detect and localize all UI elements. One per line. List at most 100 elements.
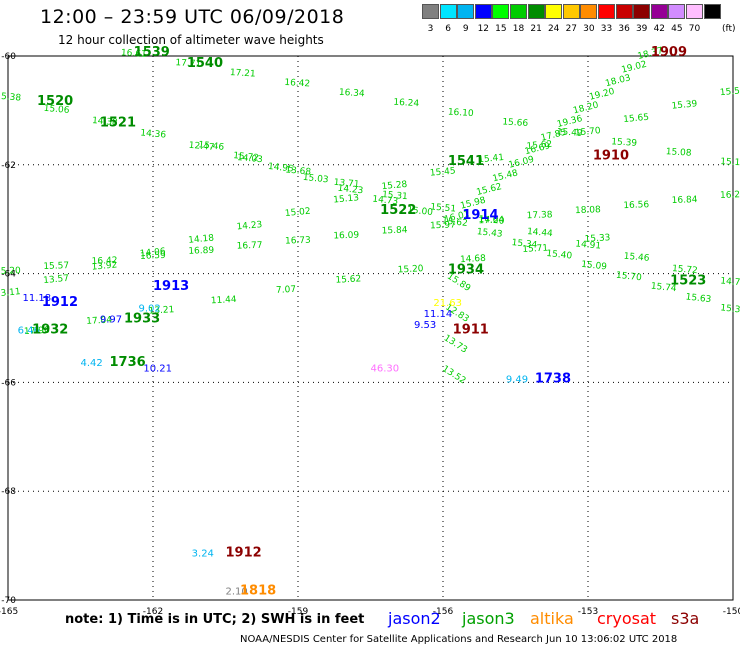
wave-height-value: 15.65 [623, 113, 650, 125]
wave-height-value: 12.47 [188, 141, 215, 153]
pass-time-label: 1912 [226, 545, 262, 560]
wave-height-value: 16.77 [237, 241, 263, 252]
wave-height-value: 14.18 [188, 233, 215, 245]
scale-swatch [562, 4, 580, 19]
footer-credit: NOAA/NESDIS Center for Satellite Applica… [240, 634, 678, 645]
wave-height-value: 15.70 [615, 271, 642, 284]
wave-height-value: 15.66 [502, 117, 529, 129]
scale-label: 9 [462, 24, 469, 34]
wave-height-value: 14.68 [460, 254, 487, 265]
wave-height-value: 15.62 [476, 182, 503, 198]
scale-swatch [580, 4, 598, 19]
wave-height-value: 15.34 [511, 238, 538, 251]
scale-label: 27 [565, 24, 578, 34]
wave-height-point: 4.42 [81, 358, 103, 369]
wave-height-value: 15.28 [381, 180, 408, 192]
wave-height-value: 15.03 [302, 173, 329, 186]
lat-tick-label: -60 [1, 52, 16, 62]
pass-time-label: 1914 [462, 208, 498, 223]
wave-height-value: 15.48 [492, 168, 520, 184]
wave-height-value: 15.39 [671, 99, 698, 111]
wave-height-value: 16.09 [333, 231, 359, 242]
legend-bar: note: 1) Time is in UTC; 2) SWH is in fe… [0, 609, 740, 631]
lat-tick-label: -70 [1, 596, 16, 606]
wave-height-value: 13.71 [333, 178, 360, 190]
map-subtitle: 12 hour collection of altimeter wave hei… [58, 33, 324, 47]
wave-height-value: 15.74 [650, 282, 677, 295]
pass-time-label: 1541 [448, 154, 484, 169]
lon-tick-label: -165 [0, 607, 18, 617]
wave-height-value: 15.58 [720, 86, 740, 98]
scale-swatch [457, 4, 475, 19]
wave-height-value: 15.39 [611, 137, 638, 149]
pass-time-label: 1520 [37, 94, 73, 109]
wave-height-point: 10.21 [143, 364, 172, 375]
wave-height-value: 15.15 [720, 157, 740, 169]
wave-height-value: 15.51 [430, 202, 457, 214]
lat-tick-label: -68 [1, 487, 16, 497]
scale-swatch [422, 4, 439, 19]
pass-time-label: 1736 [110, 355, 146, 370]
wave-height-value: 17.38 [527, 210, 553, 221]
wave-height-value: 15.00 [407, 205, 434, 218]
wave-height-value: 13.11 [0, 287, 21, 299]
wave-height-value: 14.44 [527, 227, 554, 239]
pass-time-label: 1933 [124, 312, 160, 327]
wave-height-value: 15.71 [522, 244, 548, 255]
wave-height-value: 13.52 [440, 364, 467, 386]
lat-tick-label: -66 [1, 378, 16, 388]
wave-height-value: 15.08 [665, 147, 692, 159]
wave-height-value: 14.38 [92, 116, 119, 128]
wave-height-value: 16.20 [720, 190, 740, 201]
scale-swatch [598, 4, 615, 19]
scale-swatch [492, 4, 510, 19]
wave-height-value: 17.21 [230, 68, 256, 80]
scale-swatch [527, 4, 545, 19]
wave-height-point: 11.18 [23, 293, 52, 304]
pass-time-label: 1738 [535, 371, 571, 386]
wave-height-value: 13.68 [285, 165, 312, 177]
wave-height-value: 16.73 [285, 236, 311, 247]
pass-time-label: 1913 [153, 279, 189, 294]
wave-height-point: 46.30 [371, 364, 400, 375]
wave-height-point: 21.63 [433, 298, 462, 309]
wave-height-value: 16.61 [121, 48, 147, 60]
scale-swatch [650, 4, 668, 19]
wave-height-value: 15.09 [581, 260, 608, 273]
scale-label: 15 [495, 24, 507, 34]
lat-tick-label: -62 [1, 161, 16, 171]
map-frame [7, 55, 734, 601]
wave-height-value: 15.46 [198, 140, 225, 153]
wave-height-value: 15.62 [526, 140, 553, 152]
wave-height-value: 15.62 [441, 216, 468, 229]
wave-height-value: 15.72 [672, 264, 699, 276]
wave-height-point: 9.53 [414, 320, 436, 331]
wave-height-value: 15.30 [720, 303, 740, 316]
wave-height-value: 15.63 [685, 292, 712, 305]
wave-height-value: 16.42 [284, 78, 310, 90]
lat-tick-label: -64 [1, 270, 16, 280]
pass-time-label: 1540 [187, 56, 223, 71]
wave-height-value: 15.38 [0, 91, 22, 103]
scale-label: 45 [671, 24, 683, 34]
scale-swatch [439, 4, 457, 19]
legend-s3a: s3a [671, 609, 700, 628]
wave-height-value: 19.02 [621, 60, 648, 76]
wave-height-value: 15.49 [556, 127, 583, 139]
wave-height-value: 17.85 [540, 128, 567, 144]
wave-height-value: 15.41 [478, 153, 505, 165]
wave-height-value: 17.04 [86, 315, 113, 326]
pass-time-label: 1818 [240, 584, 276, 599]
wave-height-value: 15.31 [382, 190, 409, 202]
scale-swatch [703, 4, 721, 19]
wave-height-point: 11.14 [424, 309, 453, 320]
map-title: 12:00 – 23:59 UTC 06/09/2018 [40, 6, 345, 28]
scale-label: 39 [635, 24, 648, 34]
wave-height-value: 7.07 [276, 285, 297, 296]
wave-height-value: 15.20 [398, 264, 425, 275]
legend-jason3: jason3 [462, 609, 515, 628]
wave-height-value: 15.70 [575, 126, 602, 138]
pass-time-label: 1911 [453, 322, 489, 337]
scale-label: 30 [583, 24, 595, 34]
